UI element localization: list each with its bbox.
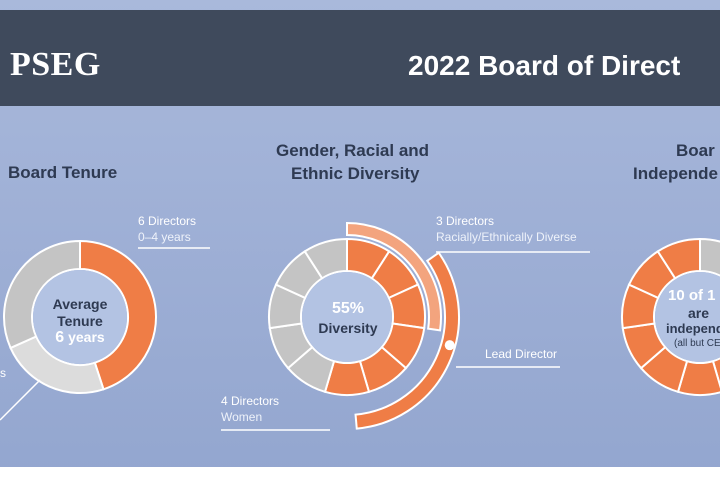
tenure-center-disc xyxy=(33,270,127,364)
diversity-center-label: Diversity xyxy=(318,320,378,336)
diversity-director-segment xyxy=(303,237,348,280)
diversity-women-directors: 4 Directors xyxy=(221,394,280,408)
independence-center-line4: (all but CE xyxy=(674,338,720,349)
tenure-center-line1: Average xyxy=(52,296,108,312)
bottom-margin xyxy=(0,467,720,480)
diversity-center-value: 55% xyxy=(331,300,365,317)
independence-center-disc xyxy=(655,272,720,362)
tenure-title: Board Tenure xyxy=(8,163,118,182)
header-bar: PSEG 2022 Board of Direct xyxy=(0,10,720,106)
independence-director-segment xyxy=(656,237,701,280)
independence-director-segment xyxy=(699,237,720,277)
tenure-segment-0-4-years xyxy=(79,239,157,391)
tenure-segment-upper-left xyxy=(3,239,81,350)
diversity-racial-arc xyxy=(346,221,442,332)
diversity-racial-directors: 3 Directors xyxy=(436,214,495,228)
tenure-label-directors: 6 Directors xyxy=(138,214,197,228)
tenure-center-unit: years xyxy=(68,329,105,345)
diversity-racial-label: Racially/Ethnically Diverse xyxy=(436,230,577,244)
independence-title-line2: Independe xyxy=(633,164,719,183)
diversity-center-disc xyxy=(302,272,392,362)
tenure-center-line2: Tenure xyxy=(57,313,103,329)
tenure-label-years: 0–4 years xyxy=(138,230,191,244)
page-title: 2022 Board of Direct xyxy=(408,50,681,81)
tenure-center-years: 6 years xyxy=(40,329,120,347)
lead-director-marker xyxy=(444,340,455,351)
diversity-lead-director: Lead Director xyxy=(485,347,558,361)
tenure-center-value: 6 xyxy=(55,329,65,346)
independence-title-line1: Boar xyxy=(676,141,715,160)
diversity-title-line1: Gender, Racial and xyxy=(276,141,430,160)
independence-center-line1: 10 of 1 xyxy=(668,287,720,304)
tenure-label-fragment: s xyxy=(0,366,6,380)
independence-center-line3: independ xyxy=(666,321,720,336)
diversity-title-line2: Ethnic Diversity xyxy=(291,164,420,183)
diversity-women-arc xyxy=(354,251,460,430)
diversity-women-label: Women xyxy=(221,410,263,424)
independence-count: 10 of 1 xyxy=(668,287,716,304)
tenure-left-leader-line xyxy=(0,379,41,421)
independence-center-line2: are xyxy=(688,305,710,321)
pseg-logo: PSEG xyxy=(10,46,101,83)
